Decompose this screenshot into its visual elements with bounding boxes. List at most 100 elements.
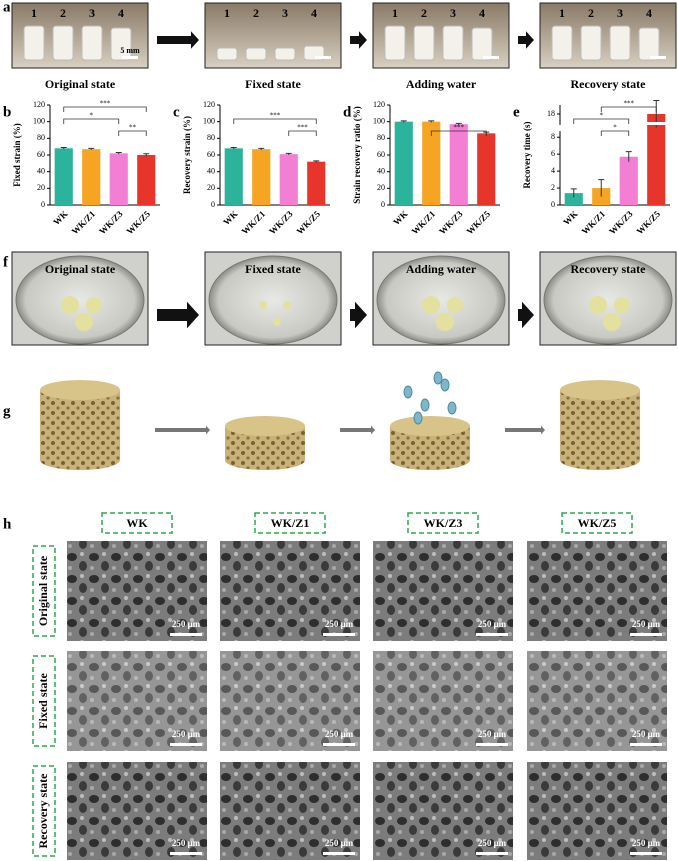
sample bbox=[589, 296, 607, 314]
sem-image bbox=[67, 651, 207, 751]
x-tick-label: WK/Z1 bbox=[410, 208, 438, 236]
row-header: Original state bbox=[36, 555, 50, 626]
significance-bracket bbox=[600, 106, 657, 112]
x-tick-label: WK/Z1 bbox=[580, 208, 608, 236]
sample bbox=[422, 296, 440, 314]
row-header: Fixed state bbox=[36, 673, 50, 729]
row-box bbox=[32, 545, 56, 637]
bar bbox=[647, 114, 666, 205]
scale-label: 250 μm bbox=[632, 838, 661, 848]
error-bar bbox=[115, 152, 122, 155]
sample-number: 4 bbox=[479, 6, 485, 20]
significance-label: *** bbox=[454, 124, 465, 132]
sem-image bbox=[67, 762, 207, 860]
arrow bbox=[155, 425, 210, 435]
sample-number: 1 bbox=[31, 6, 37, 20]
sample-number: 1 bbox=[392, 6, 398, 20]
error-bar bbox=[230, 147, 237, 150]
sample-number: 3 bbox=[282, 6, 288, 20]
panel-label: d bbox=[343, 104, 352, 120]
x-tick-label: WK/Z5 bbox=[635, 208, 663, 236]
sem-image bbox=[220, 762, 360, 860]
axis-break bbox=[646, 122, 666, 125]
sponge-base bbox=[225, 450, 305, 470]
x-tick-label: WK/Z1 bbox=[70, 208, 98, 236]
panel-label: e bbox=[513, 104, 520, 120]
sem-image bbox=[373, 541, 513, 641]
scale-bar bbox=[630, 852, 662, 855]
significance-bracket bbox=[63, 118, 120, 124]
y-tick-label: 40 bbox=[377, 166, 385, 175]
state-label: Adding water bbox=[406, 77, 477, 91]
sample bbox=[283, 301, 291, 309]
sample-number: 2 bbox=[253, 6, 259, 20]
scale-bar bbox=[476, 633, 508, 636]
dish bbox=[376, 255, 506, 345]
sponge-base bbox=[390, 450, 470, 470]
water-drop bbox=[420, 398, 430, 412]
error-bar bbox=[428, 120, 435, 123]
sample bbox=[384, 25, 406, 61]
panel-label: h bbox=[3, 516, 12, 532]
scale-label: 250 μm bbox=[172, 729, 201, 739]
sample-number: 3 bbox=[89, 6, 95, 20]
y-tick-label: 120 bbox=[203, 100, 215, 109]
sample bbox=[81, 25, 103, 61]
y-tick-label: 120 bbox=[373, 100, 385, 109]
sample bbox=[442, 25, 464, 61]
y-tick-label: 60 bbox=[207, 150, 215, 159]
y-tick-label: 40 bbox=[207, 166, 215, 175]
significance-bracket bbox=[288, 130, 317, 136]
scale-label: 250 μm bbox=[172, 619, 201, 629]
column-box bbox=[254, 512, 326, 534]
column-header: WK bbox=[126, 516, 148, 530]
significance-bracket bbox=[233, 118, 317, 124]
x-tick-label: WK bbox=[51, 209, 69, 227]
scale-bar bbox=[630, 743, 662, 746]
sample-number: 4 bbox=[311, 6, 317, 20]
panel-label: g bbox=[3, 403, 11, 419]
state-label: Recovery state bbox=[571, 77, 647, 91]
x-tick-label: WK/Z3 bbox=[267, 208, 295, 236]
y-tick-label: 100 bbox=[373, 116, 385, 125]
water-drop bbox=[433, 371, 443, 385]
water-drop bbox=[440, 378, 450, 392]
significance-label: *** bbox=[297, 124, 308, 132]
y-tick-label: 20 bbox=[377, 183, 385, 192]
sample bbox=[603, 313, 621, 331]
y-tick-label: 20 bbox=[37, 183, 45, 192]
state-label: Adding water bbox=[406, 262, 477, 276]
x-tick-label: WK bbox=[561, 209, 579, 227]
sample bbox=[609, 25, 631, 61]
column-header: WK/Z1 bbox=[271, 516, 310, 530]
significance-label: *** bbox=[100, 100, 111, 108]
scale-bar bbox=[476, 743, 508, 746]
x-tick-label: WK bbox=[391, 209, 409, 227]
column-header: WK/Z5 bbox=[578, 516, 617, 530]
water-drop bbox=[413, 411, 423, 425]
bar bbox=[307, 161, 326, 205]
arrow bbox=[157, 31, 199, 49]
y-tick-label: 60 bbox=[37, 150, 45, 159]
bar bbox=[449, 124, 468, 205]
sponge-top bbox=[40, 380, 120, 400]
scale-bar bbox=[323, 852, 355, 855]
y-tick-label: 8 bbox=[551, 132, 555, 141]
panel-label: a bbox=[3, 0, 11, 15]
sample-number: 4 bbox=[118, 6, 124, 20]
sem-image bbox=[220, 651, 360, 751]
column-header: WK/Z3 bbox=[424, 516, 463, 530]
bar bbox=[564, 193, 583, 205]
error-bar bbox=[455, 122, 462, 125]
y-axis-label: Fixed strain (%) bbox=[12, 123, 22, 187]
sample-number: 1 bbox=[559, 6, 565, 20]
error-bar bbox=[625, 151, 632, 162]
y-tick-label: 80 bbox=[377, 133, 385, 142]
bar bbox=[137, 155, 156, 205]
sample bbox=[551, 25, 573, 61]
sample bbox=[52, 25, 74, 61]
y-tick-label: 0 bbox=[381, 200, 385, 209]
error-bar bbox=[313, 160, 320, 163]
y-tick-label: 6 bbox=[551, 149, 555, 158]
sponge-base bbox=[40, 450, 120, 470]
